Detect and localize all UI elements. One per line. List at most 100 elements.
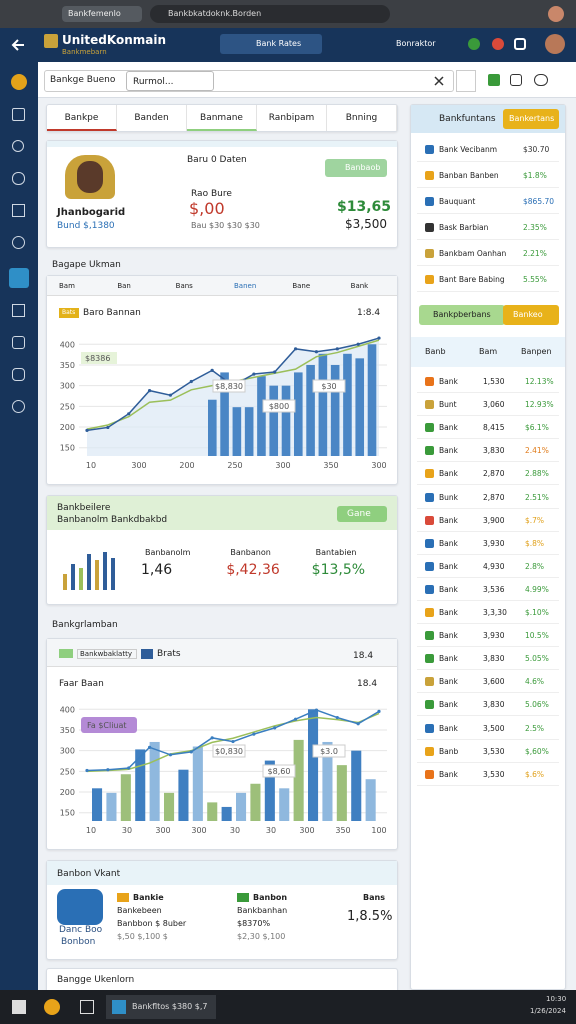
nav-icon[interactable] <box>12 336 25 349</box>
chart-tab[interactable]: Bank <box>350 282 369 290</box>
chart-tab[interactable]: Banen <box>234 282 257 290</box>
row-name[interactable]: Bunt <box>439 400 457 410</box>
nav-icon[interactable] <box>12 204 25 217</box>
icon-button[interactable] <box>488 74 500 86</box>
point <box>293 717 298 721</box>
row-change: 5.05% <box>525 654 549 664</box>
row-name[interactable]: Bank <box>439 377 458 386</box>
table-header <box>411 337 565 367</box>
nav-icon[interactable] <box>12 368 25 381</box>
tag-box <box>81 717 137 733</box>
summary-line: $8370% <box>237 919 271 928</box>
row-name[interactable]: Bank <box>439 561 458 571</box>
nav-icon[interactable] <box>12 304 25 317</box>
row-change: $.7% <box>525 515 545 525</box>
legend-swatch <box>141 649 153 659</box>
row-name[interactable]: Bank <box>439 423 458 433</box>
list-value: 2.21% <box>523 249 547 258</box>
icon[interactable] <box>468 38 480 50</box>
row-name[interactable]: Bank <box>439 700 458 710</box>
point <box>127 412 131 416</box>
orange-button[interactable]: Bankeo <box>503 305 559 325</box>
row-name[interactable]: Bank <box>439 723 458 733</box>
green-button[interactable]: Bankpberbans <box>419 305 505 325</box>
row-name[interactable]: Bank <box>439 769 458 779</box>
icon-button[interactable] <box>534 74 548 86</box>
tab[interactable]: Banmane <box>187 105 257 131</box>
close-button[interactable] <box>434 76 444 86</box>
icon[interactable] <box>514 38 526 50</box>
row-name[interactable]: Bank <box>439 608 458 617</box>
nav-icon-active[interactable] <box>9 268 29 288</box>
list-name[interactable]: Bask Barbian <box>439 223 489 232</box>
column-header: Banb <box>425 347 446 356</box>
back-button[interactable] <box>10 38 26 52</box>
corner-label: 18.4 <box>353 651 374 661</box>
dropdown[interactable]: Rurmol... <box>126 71 214 91</box>
taskbar-icon[interactable] <box>44 999 60 1015</box>
list-name[interactable]: Bauquant <box>439 197 476 206</box>
nav-icon[interactable] <box>12 172 25 185</box>
row-name[interactable]: Bank <box>439 631 458 641</box>
nav-icon[interactable] <box>11 74 27 90</box>
nav-icon[interactable] <box>12 108 25 121</box>
user-menu[interactable]: Bonraktor <box>396 39 436 48</box>
profile-sub: Bund $,1380 <box>57 221 115 231</box>
row-name[interactable]: Bank <box>439 654 458 664</box>
list-name[interactable]: Banban Banben <box>439 171 499 180</box>
profile-icon[interactable] <box>548 6 564 22</box>
browser-tab[interactable]: Bankfemenlo <box>62 6 142 22</box>
bar <box>92 788 103 821</box>
card-band <box>47 141 397 147</box>
icon-button[interactable] <box>510 74 522 86</box>
start-button[interactable] <box>12 1000 26 1014</box>
y-tick-label: 300 <box>60 747 75 756</box>
row-value: 2,870 <box>483 492 505 502</box>
list-name[interactable]: Bankbam Oanhan <box>439 249 507 258</box>
summary-foot: $2,30 $,100 <box>237 932 286 941</box>
bar <box>207 802 218 821</box>
avatar[interactable] <box>545 34 565 54</box>
tab[interactable]: Bankpe <box>47 105 117 131</box>
row-name[interactable]: Bank <box>439 584 458 594</box>
list-name[interactable]: Bant Bare Babing <box>439 275 505 284</box>
row-name[interactable]: Bank <box>439 446 458 456</box>
bar <box>279 788 290 821</box>
row-value: 3,830 <box>483 700 505 710</box>
chart-tab[interactable]: Bans <box>175 282 193 290</box>
nav-icon[interactable] <box>12 236 25 249</box>
taskbar: Bankfltos $380 $,7 10:30 1/26/2024 <box>0 990 576 1024</box>
list-icon <box>425 249 434 258</box>
search-button[interactable]: Bank Rates <box>220 34 322 54</box>
dropdown-button[interactable]: Gane <box>337 506 387 522</box>
row-icon <box>425 654 434 664</box>
chart-tab[interactable]: Bane <box>292 282 311 290</box>
nav-icon[interactable] <box>12 400 25 413</box>
row-name[interactable]: Banb <box>439 746 459 756</box>
panel-button[interactable]: Bankertans <box>503 109 559 129</box>
row-name[interactable]: Bank <box>439 515 458 525</box>
list-name[interactable]: Bank Vecibanm <box>439 145 498 154</box>
badge-button[interactable]: Banbaob <box>325 159 387 177</box>
x-tick-label: 350 <box>335 826 350 835</box>
row-name[interactable]: Bank <box>439 538 458 548</box>
nav-icon[interactable] <box>12 140 24 152</box>
chart-tab[interactable]: Ban <box>117 282 131 290</box>
row-name[interactable]: Bank <box>439 677 458 687</box>
address-bar[interactable]: Bankbkatdoknk.Borden <box>150 5 390 23</box>
taskbar-icon[interactable] <box>80 1000 94 1014</box>
stats-row: Banbanolm 1,46 Banbanon $,42,36 Bantabien $13… <box>137 548 393 598</box>
search-field[interactable] <box>44 70 454 92</box>
point <box>273 370 277 374</box>
tab[interactable]: Ranbipam <box>257 105 327 131</box>
icon-button[interactable] <box>456 70 476 92</box>
row-name[interactable]: Bunk <box>439 492 458 502</box>
row-name[interactable]: Bank <box>439 469 458 479</box>
tab[interactable]: Bnning <box>327 105 397 131</box>
chart-tab[interactable]: Bam <box>59 282 75 290</box>
row-icon <box>425 400 434 410</box>
point <box>189 379 193 384</box>
icon[interactable] <box>492 38 504 50</box>
tab[interactable]: Banden <box>117 105 187 131</box>
